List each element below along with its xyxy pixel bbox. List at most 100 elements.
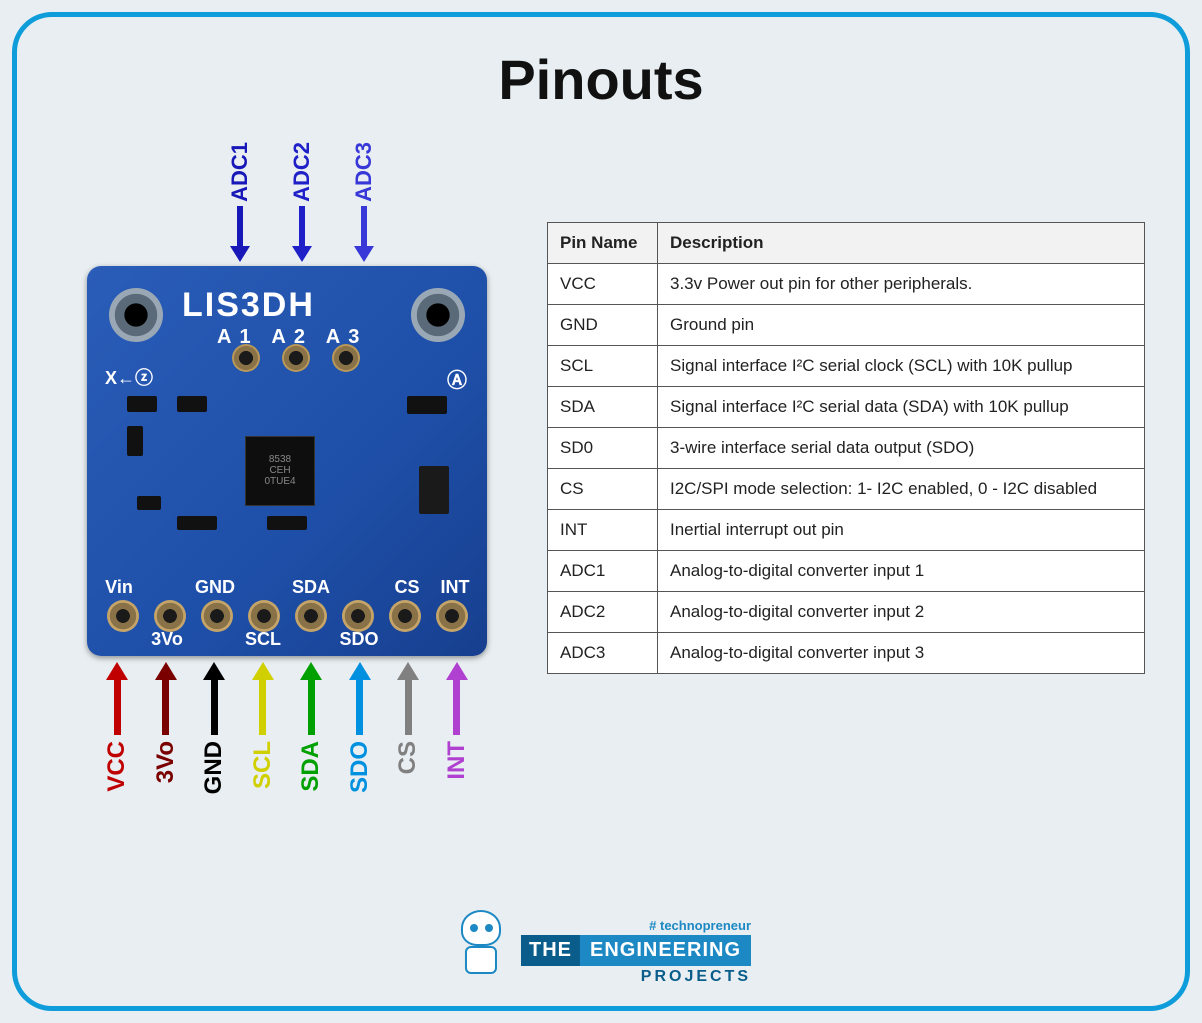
cell-description: Signal interface I²C serial data (SDA) w… xyxy=(658,387,1145,428)
silkscreen-label xyxy=(339,577,379,598)
table-row: ADC3 Analog-to-digital converter input 3 xyxy=(548,633,1145,674)
cell-description: Signal interface I²C serial clock (SCL) … xyxy=(658,346,1145,387)
arrow-head-icon xyxy=(349,662,371,680)
pin-arrow-label: INT xyxy=(443,741,471,780)
cell-description: I2C/SPI mode selection: 1- I2C enabled, … xyxy=(658,469,1145,510)
cell-pin-name: CS xyxy=(548,469,658,510)
arrow-shaft xyxy=(211,680,218,735)
smd-component xyxy=(177,396,207,412)
arrow-shaft xyxy=(237,206,243,246)
silkscreen-label: CS xyxy=(387,577,427,598)
arrow-head-icon xyxy=(300,662,322,680)
smd-component xyxy=(407,396,447,414)
silkscreen-label xyxy=(147,577,187,598)
smd-component xyxy=(419,466,449,514)
arrow-head-icon xyxy=(446,662,468,680)
logo-bar: THE ENGINEERING xyxy=(521,935,751,966)
cell-description: Inertial interrupt out pin xyxy=(658,510,1145,551)
cell-description: 3-wire interface serial data output (SDO… xyxy=(658,428,1145,469)
smd-component xyxy=(177,516,217,530)
silkscreen-label: SCL xyxy=(243,629,283,650)
solder-pad xyxy=(154,600,186,632)
mount-hole xyxy=(411,288,465,342)
pad-a3 xyxy=(332,344,360,372)
pin-arrow-label: GND xyxy=(200,741,228,794)
table-row: SCL Signal interface I²C serial clock (S… xyxy=(548,346,1145,387)
adc-label: ADC1 xyxy=(227,142,253,202)
cell-description: Analog-to-digital converter input 3 xyxy=(658,633,1145,674)
solder-pad xyxy=(295,600,327,632)
solder-pad xyxy=(248,600,280,632)
cell-pin-name: ADC2 xyxy=(548,592,658,633)
cell-pin-name: INT xyxy=(548,510,658,551)
solder-pad xyxy=(342,600,374,632)
logo-text-block: # technopreneur THE ENGINEERING PROJECTS xyxy=(521,918,751,986)
arrow-head-icon xyxy=(397,662,419,680)
pin-arrow: SDA xyxy=(291,662,331,794)
table-row: CS I2C/SPI mode selection: 1- I2C enable… xyxy=(548,469,1145,510)
arrow-head-icon xyxy=(354,246,374,262)
table-row: GND Ground pin xyxy=(548,305,1145,346)
cell-pin-name: ADC3 xyxy=(548,633,658,674)
th-description: Description xyxy=(658,223,1145,264)
logo-word-engineering: ENGINEERING xyxy=(580,935,751,966)
arrow-head-icon xyxy=(292,246,312,262)
bottom-arrow-row: VCC 3Vo GND SCL SDA SDO CS INT xyxy=(87,662,487,794)
mount-hole xyxy=(109,288,163,342)
pin-arrow-label: SDO xyxy=(346,741,374,793)
logo-tagline: # technopreneur xyxy=(521,918,751,933)
pin-arrow-label: VCC xyxy=(103,741,131,792)
logo-word-the: THE xyxy=(521,935,580,966)
solder-pad xyxy=(389,600,421,632)
smd-component xyxy=(137,496,161,510)
pin-arrow: SDO xyxy=(340,662,380,794)
arrow-shaft xyxy=(259,680,266,735)
arrow-shaft xyxy=(299,206,305,246)
solder-pad xyxy=(201,600,233,632)
arrow-shaft xyxy=(453,680,460,735)
table-row: ADC1 Analog-to-digital converter input 1 xyxy=(548,551,1145,592)
silkscreen-label: GND xyxy=(195,577,235,598)
silkscreen-label xyxy=(435,629,475,650)
pin-arrow-label: SDA xyxy=(297,741,325,792)
logo-word-projects: PROJECTS xyxy=(521,968,751,986)
pin-arrow-label: 3Vo xyxy=(152,741,180,783)
footer-logo: # technopreneur THE ENGINEERING PROJECTS xyxy=(451,906,751,986)
arrow-head-icon xyxy=(155,662,177,680)
table-row: VCC 3.3v Power out pin for other periphe… xyxy=(548,264,1145,305)
adc-label: ADC2 xyxy=(289,142,315,202)
adc-arrow: ADC3 xyxy=(344,142,384,262)
solder-pad xyxy=(107,600,139,632)
axis-a-marker: Ⓐ xyxy=(447,364,467,393)
axis-indicator: X←ⓩ xyxy=(105,364,153,390)
adc-label: ADC3 xyxy=(351,142,377,202)
arrow-shaft xyxy=(361,206,367,246)
pcb-board: LIS3DH A1 A2 A3 X←ⓩ Ⓐ 8538CEH0TUE4 VinGN… xyxy=(87,266,487,656)
table-column: Pin Name Description VCC 3.3v Power out … xyxy=(547,222,1145,674)
cell-pin-name: GND xyxy=(548,305,658,346)
smd-component xyxy=(127,426,143,456)
robot-eye xyxy=(485,924,493,932)
silkscreen-label: SDO xyxy=(339,629,379,650)
robot-icon xyxy=(451,906,511,986)
table-header-row: Pin Name Description xyxy=(548,223,1145,264)
pin-arrow: INT xyxy=(437,662,477,794)
table-row: INT Inertial interrupt out pin xyxy=(548,510,1145,551)
pin-arrow: GND xyxy=(194,662,234,794)
adc-arrow: ADC2 xyxy=(282,142,322,262)
adc-arrow: ADC1 xyxy=(220,142,260,262)
pad-a2 xyxy=(282,344,310,372)
arrow-shaft xyxy=(356,680,363,735)
smd-component xyxy=(267,516,307,530)
table-row: SDA Signal interface I²C serial data (SD… xyxy=(548,387,1145,428)
th-pin-name: Pin Name xyxy=(548,223,658,264)
arrow-shaft xyxy=(114,680,121,735)
cell-pin-name: SCL xyxy=(548,346,658,387)
pad-a1 xyxy=(232,344,260,372)
arrow-shaft xyxy=(308,680,315,735)
silkscreen-label: INT xyxy=(435,577,475,598)
bottom-pad-row xyxy=(87,600,487,632)
pin-arrow: SCL xyxy=(243,662,283,794)
pin-arrow-label: CS xyxy=(394,741,422,774)
silkscreen-label: 3Vo xyxy=(147,629,187,650)
